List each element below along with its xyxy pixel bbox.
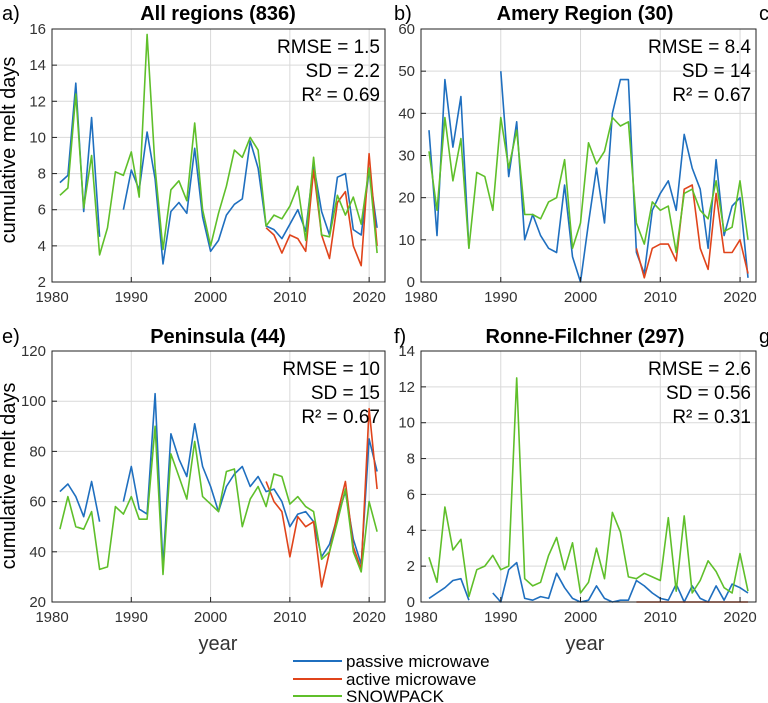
panel-f-ytick-label: 0 <box>407 594 415 611</box>
panel-b-series-passive <box>428 71 749 283</box>
panel-b-series-active <box>635 184 749 279</box>
panel-f-xtick-label: 2000 <box>564 609 597 626</box>
panel-a-stat: R² = 0.69 <box>301 85 380 106</box>
panel-f-ytick-label: 8 <box>407 451 415 468</box>
panel-e-title: Peninsula (44) <box>150 326 286 348</box>
panel-e-ylabel: cumulative melt days <box>0 383 20 570</box>
panel-a-label: a) <box>2 3 20 25</box>
panel-e-xtick-label: 2020 <box>352 609 385 626</box>
panel-b-stat: R² = 0.67 <box>672 85 751 106</box>
panel-a-title: All regions (836) <box>140 3 296 25</box>
panel-f-xtick-label: 2010 <box>644 609 677 626</box>
panel-f-title: Ronne-Filchner (297) <box>486 326 685 348</box>
panel-f-xlabel: year <box>566 633 605 655</box>
panel-e-xtick-label: 2010 <box>273 609 306 626</box>
panel-e-ytick-label: 40 <box>29 544 46 561</box>
panel-f-series-passive <box>428 561 749 603</box>
panel-f-xtick-label: 2020 <box>723 609 756 626</box>
panel-a-ytick-label: 2 <box>38 274 46 291</box>
panel-e-xtick-label: 2000 <box>194 609 227 626</box>
panel-f-frame <box>420 350 757 603</box>
panel-e-ytick-label: 20 <box>29 594 46 611</box>
panel-f-xtick-label: 1980 <box>404 609 437 626</box>
panel-b-ytick-label: 10 <box>398 232 415 249</box>
panel-e-label: e) <box>2 326 20 348</box>
panel-b-ytick-label: 60 <box>398 21 415 38</box>
panel-e-ytick-label: 60 <box>29 494 46 511</box>
panel-e: e) Peninsula (44) cumulative melt days y… <box>0 326 386 655</box>
panel-e-xtick-label: 1990 <box>115 609 148 626</box>
panel-a-ytick-label: 10 <box>29 129 46 146</box>
panel-b-xtick-label: 2000 <box>564 289 597 306</box>
panel-b-series-snowpack <box>428 116 749 254</box>
panel-f-ytick-label: 6 <box>407 486 415 503</box>
legend: passive microwave active microwave SNOWP… <box>293 652 490 703</box>
panel-f-ytick-label: 14 <box>398 343 415 360</box>
panel-b-ytick-label: 0 <box>407 274 415 291</box>
panel-f-stat: SD = 0.56 <box>666 383 751 404</box>
panel-e-stat: RMSE = 10 <box>282 359 380 380</box>
panel-e-ytick-label: 120 <box>21 343 46 360</box>
panel-a-xtick-label: 2000 <box>194 289 227 306</box>
panel-a: a) All regions (836) cumulative melt day… <box>0 3 386 306</box>
panel-e-frame <box>51 350 386 603</box>
panel-c-label-cropped: c <box>759 3 768 25</box>
legend-label-passive: passive microwave <box>346 652 490 671</box>
panel-e-stat: SD = 15 <box>311 383 380 404</box>
panel-e-xlabel: year <box>199 633 238 655</box>
panel-a-xtick-label: 2010 <box>273 289 306 306</box>
panel-b-xtick-label: 1990 <box>484 289 517 306</box>
panel-a-ytick-label: 6 <box>38 202 46 219</box>
panel-a-ytick-label: 14 <box>29 57 46 74</box>
panel-e-series-snowpack <box>59 425 378 576</box>
panel-a-frame <box>51 28 386 283</box>
legend-label-active: active microwave <box>346 670 476 689</box>
panel-a-series-snowpack <box>59 33 378 256</box>
panel-a-ytick-label: 4 <box>38 238 46 255</box>
panel-a-xtick-label: 1980 <box>35 289 68 306</box>
panel-f-ytick-label: 2 <box>407 558 415 575</box>
panel-e-series-active <box>265 407 378 588</box>
panel-f-ytick-label: 12 <box>398 379 415 396</box>
panel-b-xtick-label: 2020 <box>723 289 756 306</box>
panel-b-title: Amery Region (30) <box>497 3 674 25</box>
panel-f-stat: R² = 0.31 <box>672 407 751 428</box>
panel-e-ytick-label: 100 <box>21 393 46 410</box>
panel-a-ylabel: cumulative melt days <box>0 57 20 244</box>
panel-f: f) Ronne-Filchner (297) year 1980 1990 200… <box>394 326 757 655</box>
panel-b-stat: RMSE = 8.4 <box>648 37 751 58</box>
panel-e-stat: R² = 0.67 <box>301 407 380 428</box>
panel-b-label: b) <box>394 3 412 25</box>
panel-b-ytick-label: 20 <box>398 190 415 207</box>
panel-b: b) Amery Region (30) 1980 1990 2000 2010 202… <box>394 3 757 306</box>
panel-a-stat: RMSE = 1.5 <box>277 37 380 58</box>
panel-f-ytick-label: 10 <box>398 415 415 432</box>
panel-e-ytick-label: 80 <box>29 443 46 460</box>
panel-f-series-snowpack <box>428 377 749 598</box>
panel-a-ytick-label: 8 <box>38 166 46 183</box>
panel-f-xtick-label: 1990 <box>484 609 517 626</box>
panel-f-stat: RMSE = 2.6 <box>648 359 751 380</box>
panel-a-xtick-label: 1990 <box>115 289 148 306</box>
panel-b-ytick-label: 50 <box>398 63 415 80</box>
panel-g-label-cropped: g <box>759 326 768 348</box>
panel-a-ytick-label: 12 <box>29 93 46 110</box>
panel-b-stat: SD = 14 <box>682 61 752 82</box>
panel-b-xtick-label: 1980 <box>404 289 437 306</box>
panel-a-stat: SD = 2.2 <box>306 61 380 82</box>
panel-a-xtick-label: 2020 <box>352 289 385 306</box>
panel-b-xtick-label: 2010 <box>644 289 677 306</box>
panel-e-xtick-label: 1980 <box>35 609 68 626</box>
panel-b-ytick-label: 30 <box>398 148 415 165</box>
legend-label-snowpack: SNOWPACK <box>346 687 445 703</box>
panel-b-ytick-label: 40 <box>398 105 415 122</box>
panel-a-ytick-label: 16 <box>29 21 46 38</box>
panel-f-ytick-label: 4 <box>407 522 415 539</box>
panel-f-label: f) <box>394 326 406 348</box>
